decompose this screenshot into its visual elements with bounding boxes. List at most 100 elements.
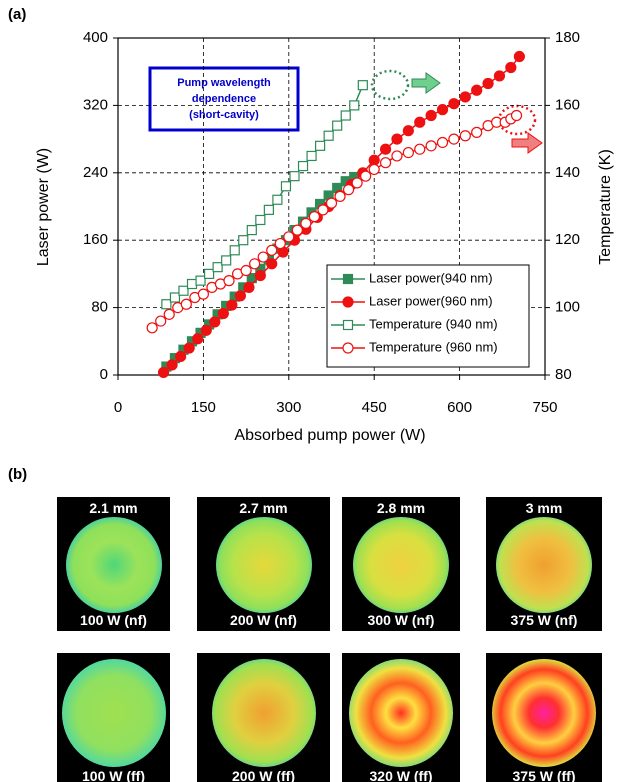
marker: [289, 171, 300, 182]
beam-spot: [61, 659, 166, 767]
marker: [272, 194, 283, 205]
x-tick-label: 0: [114, 399, 122, 416]
annotation: Pump wavelength: [177, 77, 271, 89]
marker: [246, 224, 257, 236]
legend-marker: [342, 319, 354, 331]
marker: [360, 170, 372, 182]
marker: [471, 84, 483, 96]
x-tick-label: 450: [362, 399, 387, 416]
marker: [166, 359, 178, 371]
y2-tick-label: 100: [555, 299, 580, 316]
marker: [161, 299, 172, 310]
beam-spot: [349, 659, 453, 767]
marker: [234, 290, 247, 302]
marker: [402, 125, 414, 137]
marker: [186, 278, 198, 290]
x-tick-label: 150: [191, 399, 216, 416]
marker: [482, 77, 494, 90]
beam-spot: [211, 659, 316, 767]
marker: [368, 163, 380, 176]
image-label: 2.7 mm: [239, 500, 288, 516]
plot-frame: [117, 37, 546, 376]
marker: [325, 197, 338, 209]
image-label: 100 W (ff): [82, 768, 145, 782]
beam-spot: [496, 517, 592, 613]
marker: [436, 136, 449, 149]
marker: [402, 146, 414, 159]
marker: [291, 224, 303, 236]
marker: [226, 299, 238, 311]
y2-tick-label: 140: [555, 164, 580, 181]
marker: [238, 235, 249, 246]
image-label: 2.8 mm: [376, 500, 426, 516]
panel-label: (b): [8, 466, 28, 483]
annotation: dependence: [192, 93, 256, 105]
arrow: [411, 72, 441, 94]
marker: [266, 244, 278, 256]
marker: [308, 211, 321, 223]
legend-label: Laser power(960 nm): [369, 293, 493, 308]
marker: [257, 251, 269, 263]
near-field-image: 2.1 mm 100 W (nf): [57, 497, 170, 631]
marker: [223, 275, 235, 287]
marker: [334, 190, 346, 202]
y-axis-title: Laser power (W): [35, 148, 52, 266]
marker: [459, 91, 471, 103]
image-label: 375 W (ff): [512, 768, 576, 782]
image-label: 200 W (ff): [232, 768, 295, 782]
y2-tick-label: 160: [555, 96, 580, 113]
marker: [255, 214, 266, 226]
marker: [425, 140, 437, 152]
far-field-image: 100 W (ff): [57, 653, 170, 782]
marker: [300, 217, 312, 229]
near-field-image: 2.7 mm 200 W (nf): [197, 497, 330, 631]
y2-tick-label: 80: [555, 366, 572, 383]
image-label: 200 W (nf): [230, 612, 297, 628]
marker: [163, 308, 175, 320]
marker: [263, 204, 274, 215]
panel-label: (a): [8, 6, 27, 23]
x-tick-label: 750: [532, 399, 557, 416]
x-tick-label: 600: [447, 399, 472, 416]
chart: Absorbed pump power (W) Laser power (W) …: [35, 29, 614, 444]
marker: [243, 281, 255, 293]
marker: [448, 133, 460, 145]
marker: [448, 98, 460, 110]
marker: [342, 184, 355, 196]
marker: [323, 130, 334, 141]
marker: [146, 322, 158, 334]
legend-box: [326, 264, 530, 368]
marker: [203, 268, 215, 279]
marker: [217, 307, 229, 320]
marker: [505, 61, 517, 74]
y-tick-label: 160: [83, 231, 108, 248]
marker: [175, 350, 187, 363]
marker: [195, 275, 206, 286]
marker: [510, 109, 523, 122]
marker: [414, 116, 426, 128]
far-field-image: 320 W (ff): [342, 653, 460, 782]
marker: [254, 269, 266, 282]
marker: [459, 130, 471, 142]
marker: [317, 204, 329, 216]
marker: [351, 177, 363, 189]
marker: [368, 154, 380, 166]
marker: [183, 342, 195, 354]
marker: [332, 120, 343, 131]
x-axis-title: Absorbed pump power (W): [234, 427, 425, 444]
marker: [169, 292, 181, 303]
image-label: 2.1 mm: [89, 500, 138, 516]
marker: [266, 258, 278, 270]
beam-spot: [492, 659, 596, 767]
marker: [274, 237, 286, 250]
image-label: 100 W (nf): [80, 612, 147, 628]
legend-label: Temperature (940 nm): [369, 316, 498, 331]
marker: [180, 298, 192, 310]
y-tick-label: 0: [100, 366, 108, 383]
y-tick-label: 400: [83, 29, 108, 46]
marker: [493, 70, 506, 82]
marker: [240, 264, 252, 277]
marker: [200, 324, 212, 336]
beam-spot: [353, 517, 449, 613]
